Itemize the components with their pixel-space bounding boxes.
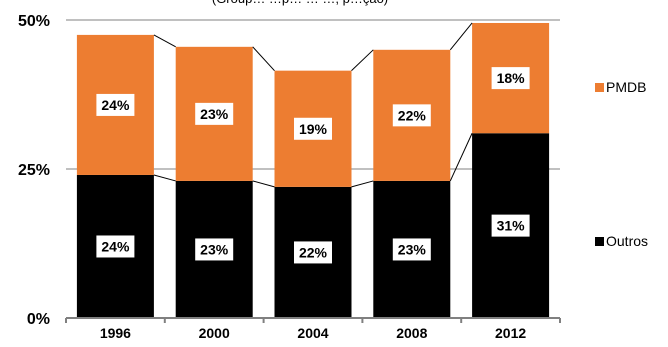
data-label: 19%: [299, 121, 328, 137]
data-label-box: [294, 117, 332, 140]
data-label: 18%: [497, 70, 526, 86]
data-label: 31%: [497, 218, 526, 234]
x-tick-label: 2004: [297, 325, 328, 341]
series-line: [252, 46, 275, 71]
x-tick-label: 2008: [396, 325, 427, 341]
data-label-box: [491, 214, 530, 237]
data-label: 23%: [200, 106, 229, 122]
data-label-box: [96, 93, 135, 116]
series-line: [351, 49, 374, 72]
series-line: [351, 180, 374, 188]
data-label: 24%: [101, 97, 130, 113]
y-tick-label: 25%: [18, 162, 50, 179]
data-label: 22%: [398, 107, 427, 123]
x-tick-label: 2012: [495, 325, 526, 341]
data-label: 24%: [101, 238, 130, 254]
y-tick-label: 50%: [18, 13, 50, 30]
legend-swatch-pmdb: [595, 83, 604, 92]
legend-label: Outros: [606, 233, 648, 249]
data-label-box: [96, 235, 135, 258]
data-label: 23%: [200, 241, 229, 257]
data-label: 22%: [299, 244, 328, 260]
series-line: [449, 133, 473, 182]
data-label: 23%: [398, 241, 427, 257]
data-label-box: [392, 238, 431, 261]
data-label-box: [195, 102, 234, 125]
series-line: [252, 180, 275, 188]
x-tick-label: 2000: [199, 325, 230, 341]
data-label-box: [195, 238, 234, 261]
x-tick-label: 1996: [100, 325, 131, 341]
data-label-box: [294, 241, 332, 264]
series-line: [449, 22, 473, 51]
chart-subtitle: (Group… …p… … …, p…ção): [212, 0, 388, 6]
series-line: [153, 34, 176, 48]
y-tick-label: 0%: [27, 311, 50, 328]
series-line: [153, 174, 176, 182]
data-label-box: [491, 67, 530, 90]
data-label-box: [392, 104, 431, 127]
legend-label: PMDB: [606, 79, 646, 95]
legend-swatch-outros: [595, 237, 604, 246]
